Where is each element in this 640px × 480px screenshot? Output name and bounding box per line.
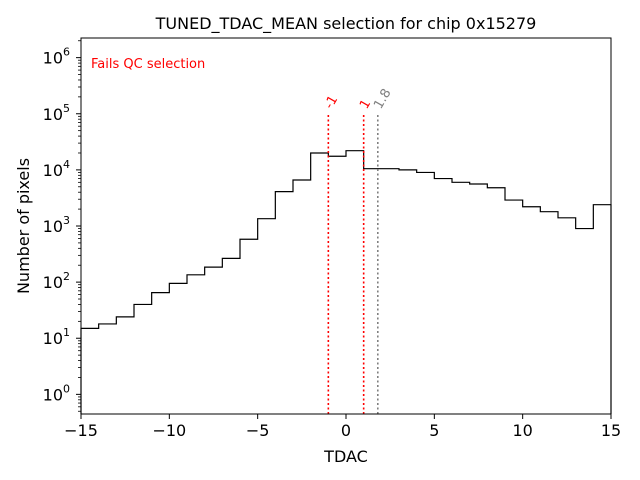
vline-label-2: 1.8 [371, 86, 394, 111]
y-tick-label-1: 101 [43, 326, 70, 348]
y-tick-label-0: 100 [43, 382, 70, 404]
x-tick-label-1: −10 [152, 421, 186, 440]
y-tick-label-6: 106 [43, 46, 70, 68]
histogram-step-line [80, 150, 612, 414]
x-axis-label: TDAC [323, 447, 368, 466]
y-tick-label-4: 104 [43, 158, 70, 180]
x-tick-label-4: 5 [429, 421, 439, 440]
fails-qc-annotation: Fails QC selection [91, 57, 205, 72]
vline-label-0: -1 [322, 93, 341, 112]
plot-frame [80, 37, 612, 415]
y-tick-label-3: 103 [43, 214, 70, 236]
x-tick-label-3: 0 [341, 421, 351, 440]
y-tick-label-2: 102 [43, 270, 70, 292]
x-tick-label-6: 15 [601, 421, 621, 440]
x-tick-label-2: −5 [246, 421, 270, 440]
x-tick-label-5: 10 [512, 421, 532, 440]
chart-title: TUNED_TDAC_MEAN selection for chip 0x152… [155, 14, 537, 34]
plot-area: -1 11.8 [80, 86, 612, 414]
y-tick-label-5: 105 [43, 102, 70, 124]
x-tick-label-0: −15 [64, 421, 98, 440]
y-axis-label: Number of pixels [14, 158, 33, 294]
